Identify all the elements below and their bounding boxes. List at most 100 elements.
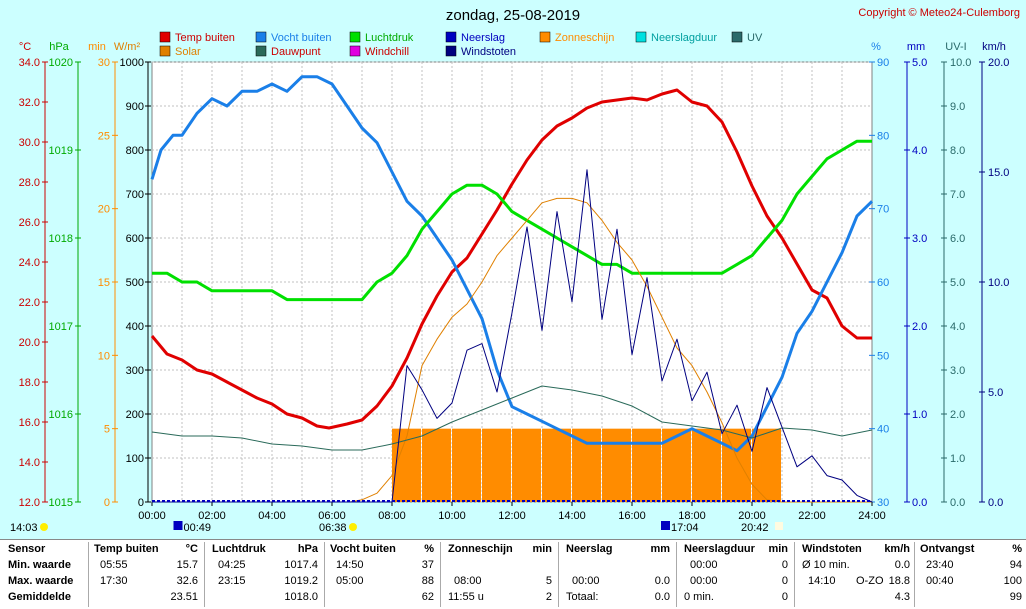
legend-swatch (445, 45, 457, 57)
stats-separator (794, 542, 795, 607)
series-vocht-buiten (150, 75, 874, 453)
moon2-time: 17:04 (671, 522, 699, 534)
stats-reception-unit: % (1012, 543, 1022, 555)
stats-sun-header: Zonneschijn (448, 543, 513, 555)
axis-uv-tick-label: 6.0 (950, 233, 965, 245)
sunshine-bar (392, 428, 421, 502)
axis-temp-tick-label: 26.0 (19, 217, 40, 229)
moon2-icon (661, 521, 670, 530)
stats-separator (324, 542, 325, 607)
axis-unit-sun: min (88, 41, 106, 53)
series-temp-buiten (150, 88, 872, 430)
stats-rain-max: 0.0 (654, 575, 670, 587)
axis-humidity-tick-label: 30 (877, 497, 889, 509)
axis-temp-tick-label: 16.0 (19, 417, 40, 429)
axis-pressure-tick-label: 1015 (49, 497, 73, 509)
stats-rain-header: Neerslag (566, 543, 613, 555)
axis-uv-tick-label: 4.0 (950, 321, 965, 333)
weather-chart: zondag, 25-08-2019 Copyright © Meteo24-Cu… (10, 7, 1020, 534)
axis-pressure-tick-label: 1017 (49, 321, 73, 333)
series-windstoten (152, 169, 873, 503)
legend-swatch (159, 31, 171, 43)
stats-humidity-avg: 62 (421, 591, 434, 603)
x-axis-tick-label: 20:00 (738, 510, 766, 522)
stats-rain-total-label: Totaal: (566, 591, 599, 603)
axis-rain-tick-label: 1.0 (912, 409, 927, 421)
stats-pressure-max: 1019.2 (284, 575, 318, 587)
axis-rain-tick-label: 0.0 (912, 497, 927, 509)
stats-wind-max-direction: O-ZO (856, 575, 884, 587)
legend-label: Neerslagduur (651, 32, 717, 44)
stats-sensor-header: Sensor (8, 543, 46, 555)
stats-separator (88, 542, 89, 607)
x-axis-tick-label: 14:00 (558, 510, 586, 522)
axis-sun-tick-label: 0 (104, 497, 110, 509)
stats-rain-total: 0.0 (654, 591, 670, 603)
stats-humidity-min: 37 (421, 559, 434, 571)
stats-sun-max: 5 (545, 575, 552, 587)
axis-solar-tick-label: 400 (126, 321, 144, 333)
x-axis-tick-label: 22:00 (798, 510, 826, 522)
sunshine-bar (542, 428, 571, 502)
legend-label: Solar (175, 46, 201, 58)
legend-swatch (349, 31, 361, 43)
legend-swatch (255, 45, 267, 57)
legend-swatch (539, 31, 551, 43)
axis-pressure-tick-label: 1019 (49, 145, 73, 157)
legend-swatch (349, 45, 361, 57)
stats-pressure-unit: hPa (297, 543, 318, 555)
stats-temp-unit: °C (185, 543, 198, 555)
stats-wind-header: Windstoten (802, 543, 862, 555)
stats-reception-max: 100 (1003, 575, 1022, 587)
moonset-icon (173, 521, 183, 530)
x-axis-tick-label: 00:00 (138, 510, 166, 522)
axis-uv-tick-label: 1.0 (950, 453, 965, 465)
x-axis-tick-label: 12:00 (498, 510, 526, 522)
stats-temp-min-time: 05:55 (100, 559, 128, 571)
series-luchtdruk (152, 139, 872, 302)
stats-separator (558, 542, 559, 607)
axis-rain-tick-label: 3.0 (912, 233, 927, 245)
legend-swatch (255, 31, 267, 43)
x-axis-tick-label: 06:00 (318, 510, 346, 522)
axis-unit-temp: °C (19, 41, 31, 53)
stats-temp-max: 32.6 (176, 575, 198, 587)
stats-row-avg-label: Gemiddelde (8, 591, 71, 603)
axis-unit-wind: km/h (982, 41, 1006, 53)
stats-row-min-label: Min. waarde (8, 559, 71, 571)
stats-humidity-column: Vocht buiten% 14:50 37 05:00 88 62 (330, 540, 436, 609)
axis-wind-tick-label: 20.0 (988, 57, 1009, 69)
legend-swatch (159, 45, 171, 57)
stats-wind-min: 0.0 (894, 559, 910, 571)
stats-pressure-header: Luchtdruk (212, 543, 266, 555)
x-axis-tick-label: 18:00 (678, 510, 706, 522)
axis-sun-tick-label: 20 (98, 204, 110, 216)
legend-label: Zonneschijn (555, 32, 614, 44)
stats-rainduration-column: Neerslagduur min 00:00 0 00:00 0 0 min. 0 (684, 540, 790, 609)
axis-temp-tick-label: 22.0 (19, 297, 40, 309)
axis-uv-tick-label: 8.0 (950, 145, 965, 157)
stats-rain-column: Neerslag mm 00:00 0.0 Totaal: 0.0 (566, 540, 672, 609)
axis-unit-humidity: % (871, 41, 881, 53)
axis-wind-tick-label: 0.0 (988, 497, 1003, 509)
stats-sensor-column: Sensor Min. waarde Max. waarde Gemiddeld… (8, 540, 88, 609)
stats-rain-max-time: 00:00 (572, 575, 600, 587)
statistics-table: Sensor Min. waarde Max. waarde Gemiddeld… (0, 539, 1026, 609)
axis-solar-tick-label: 900 (126, 101, 144, 113)
moonrise-time: 14:03 (10, 522, 38, 534)
stats-wind-column: Windstoten km/h Ø 10 min. 0.0 14:10 O-ZO 18.… (802, 540, 912, 609)
axis-unit-solar: W/m² (114, 41, 141, 53)
stats-rainduration-total-label: 0 min. (684, 591, 714, 603)
legend-label: Temp buiten (175, 32, 235, 44)
sunshine-bar (632, 428, 661, 502)
legend-label: Vocht buiten (271, 32, 332, 44)
axis-solar-tick-label: 600 (126, 233, 144, 245)
stats-separator (676, 542, 677, 607)
stats-wind-unit: km/h (884, 543, 910, 555)
chart-title: zondag, 25-08-2019 (446, 7, 580, 24)
axis-humidity-tick-label: 60 (877, 277, 889, 289)
stats-rainduration-min: 0 (781, 559, 788, 571)
axis-solar-tick-label: 500 (126, 277, 144, 289)
axis-temp-tick-label: 12.0 (19, 497, 40, 509)
stats-temp-column: Temp buiten °C 05:55 15.7 17:30 32.6 23.51 (94, 540, 200, 609)
